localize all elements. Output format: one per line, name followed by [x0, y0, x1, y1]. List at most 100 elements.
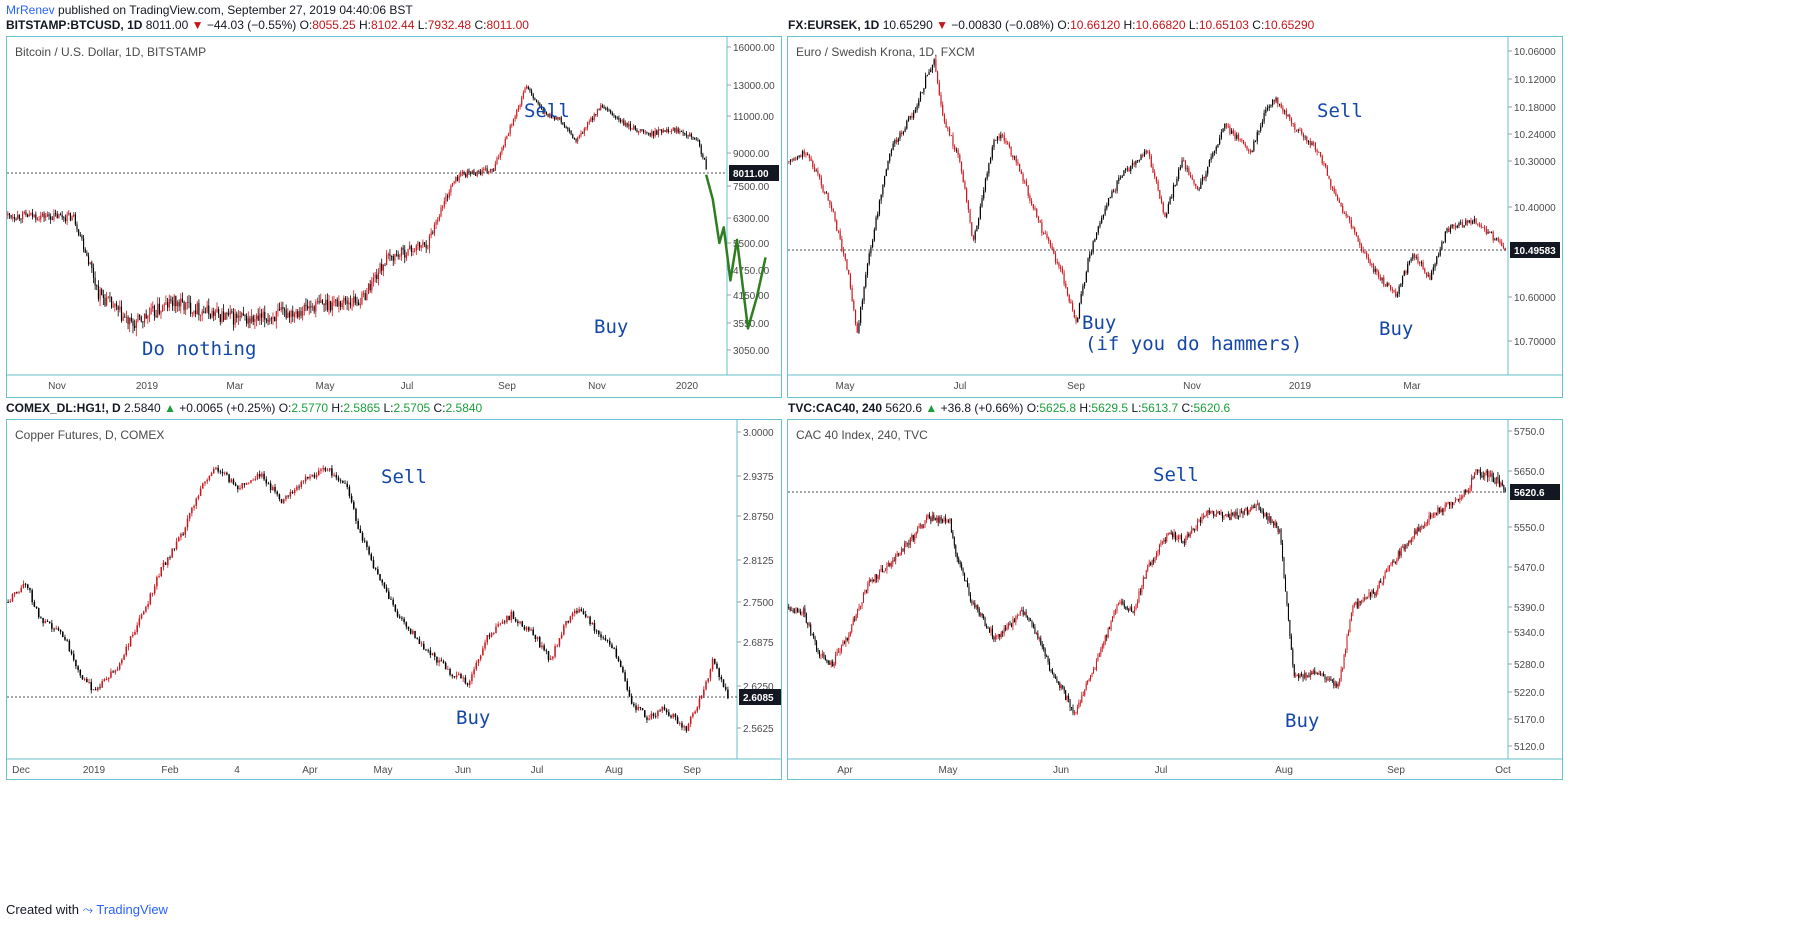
candle-body: [1272, 100, 1274, 106]
candle-body: [801, 613, 803, 615]
candle-body: [1472, 221, 1474, 224]
candle-body: [1362, 249, 1364, 252]
candle-body: [1201, 177, 1204, 182]
candle-body: [1372, 590, 1374, 594]
candle-body: [1049, 241, 1052, 247]
candle-body: [1453, 224, 1455, 226]
candle-body: [134, 632, 136, 635]
candle-body: [184, 527, 187, 535]
chart-panel-eursek[interactable]: Euro / Swedish Krona, 1D, FXCM 10.06000 1…: [787, 36, 1563, 398]
candle-body: [980, 613, 982, 616]
candle-body: [1499, 240, 1501, 243]
candle-body: [171, 300, 174, 307]
candle-body: [265, 319, 267, 321]
candle-body: [1366, 253, 1368, 258]
candle-body: [431, 653, 434, 656]
candle-body: [699, 140, 701, 146]
candle-body: [650, 713, 653, 719]
candle-body: [1278, 103, 1281, 105]
y-tick-label: 16000.00: [733, 43, 775, 54]
candle-body: [1446, 228, 1448, 232]
candle-body: [878, 200, 881, 214]
candle-body: [1265, 109, 1267, 113]
candle-body: [872, 240, 874, 248]
candle-body: [313, 474, 316, 478]
price-label-box: [1510, 242, 1560, 258]
x-tick-label: May: [374, 765, 393, 776]
candle-body: [369, 283, 371, 291]
candle-body: [489, 169, 491, 172]
candle-body: [339, 301, 342, 308]
candle-body: [1024, 611, 1026, 615]
candle-body: [849, 631, 851, 636]
candle-body: [1227, 514, 1229, 518]
candle-body: [676, 717, 679, 724]
candle-body: [1485, 470, 1487, 473]
candle-body: [921, 92, 923, 94]
header-h-label: H:: [328, 401, 344, 415]
candle-body: [986, 625, 988, 628]
chart-panel-btcusd[interactable]: Bitcoin / U.S. Dollar, 1D, BITSTAMP 1600…: [6, 36, 782, 398]
candle-body: [883, 571, 885, 573]
candle-body: [1217, 144, 1219, 148]
candle-body: [1116, 181, 1118, 192]
candle-body: [269, 318, 271, 322]
candle-body: [278, 494, 281, 500]
candle-body: [1177, 536, 1180, 539]
candle-body: [1125, 169, 1127, 171]
candle-body: [558, 638, 561, 646]
candle-body: [368, 547, 370, 555]
candle-body: [419, 242, 421, 248]
candle-body: [1296, 675, 1298, 676]
candle-body: [695, 139, 697, 141]
candle-body: [1084, 282, 1086, 286]
candle-body: [1019, 164, 1021, 172]
candle-body: [1035, 633, 1037, 635]
candle-body: [304, 476, 307, 482]
candle-body: [1063, 687, 1065, 691]
candle-body: [1337, 683, 1339, 687]
candle-body: [1402, 546, 1404, 548]
chart-panel-cac40[interactable]: CAC 40 Index, 240, TVC 5750.0 5650.0 5550.…: [787, 419, 1563, 780]
candle-body: [682, 131, 684, 134]
candle-body: [606, 108, 608, 110]
candle-body: [423, 643, 425, 650]
candle-body: [1066, 695, 1068, 700]
candle-body: [153, 305, 155, 316]
candle-body: [163, 304, 165, 306]
candle-body: [870, 580, 872, 582]
candle-body: [1356, 602, 1358, 608]
candle-body: [549, 658, 552, 660]
candle-body: [685, 726, 688, 731]
tradingview-link[interactable]: TradingView: [96, 902, 168, 917]
candle-body: [1484, 472, 1486, 477]
chart-panel-copper[interactable]: Copper Futures, D, COMEX 3.0000 2.9375 2.8…: [6, 419, 782, 780]
candle-body: [1054, 253, 1057, 263]
candle-body: [114, 303, 116, 307]
candle-body: [1391, 288, 1393, 291]
candle-body: [1060, 685, 1062, 688]
candle-body: [1490, 232, 1493, 234]
author-link[interactable]: MrRenev: [6, 3, 55, 17]
candle-body: [167, 557, 169, 566]
x-tick-label: Sep: [1067, 381, 1085, 392]
candle-body: [1439, 249, 1441, 256]
candle-body: [1046, 233, 1048, 238]
candle-body: [1256, 131, 1258, 142]
candle-body: [1463, 225, 1465, 227]
candle-body: [802, 608, 804, 614]
candle-body: [1191, 529, 1193, 534]
candle-body: [626, 680, 629, 690]
candle-body: [1022, 174, 1024, 182]
candle-body: [800, 155, 802, 158]
candle-body: [1261, 121, 1263, 127]
candle-body: [486, 635, 489, 643]
candle-body: [1176, 538, 1178, 540]
candle-body: [1222, 128, 1224, 133]
header-o-value: 2.5770: [291, 401, 329, 415]
candle-body: [969, 594, 971, 601]
candle-body: [669, 131, 671, 133]
y-tick-label: 2.7500: [743, 598, 774, 609]
candle-body: [17, 214, 19, 220]
candle-body: [1466, 490, 1468, 493]
